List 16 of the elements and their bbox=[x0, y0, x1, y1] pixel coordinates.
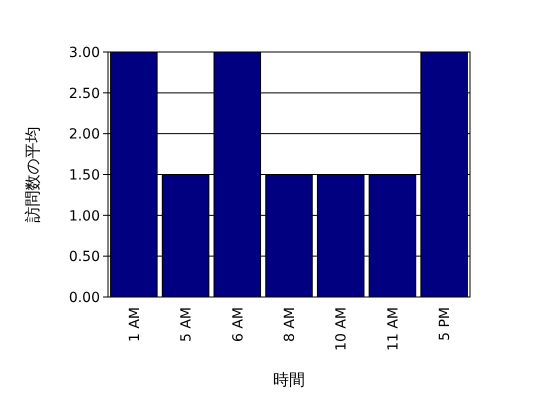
x-tick-label: 6 AM bbox=[230, 307, 246, 342]
y-tick-label: 0.50 bbox=[68, 249, 100, 266]
y-tick-label: 3.00 bbox=[68, 45, 100, 61]
y-axis-title: 訪問数の平均 bbox=[23, 126, 42, 222]
x-tick-label: 5 AM bbox=[178, 307, 195, 342]
x-tick-label: 1 AM bbox=[126, 307, 143, 342]
x-tick-label: 10 AM bbox=[334, 307, 350, 351]
y-tick-label: 2.50 bbox=[68, 86, 100, 102]
x-tick-label: 5 PM bbox=[437, 307, 454, 341]
y-tick-label: 1.50 bbox=[68, 168, 100, 184]
y-tick-label: 1.00 bbox=[68, 208, 100, 224]
x-tick-label: 11 AM bbox=[385, 307, 402, 351]
x-axis-title: 時間 bbox=[273, 370, 305, 389]
y-tick-label: 0.00 bbox=[68, 290, 100, 306]
y-tick-label: 2.00 bbox=[68, 126, 100, 143]
x-tick-label: 8 AM bbox=[282, 307, 298, 342]
